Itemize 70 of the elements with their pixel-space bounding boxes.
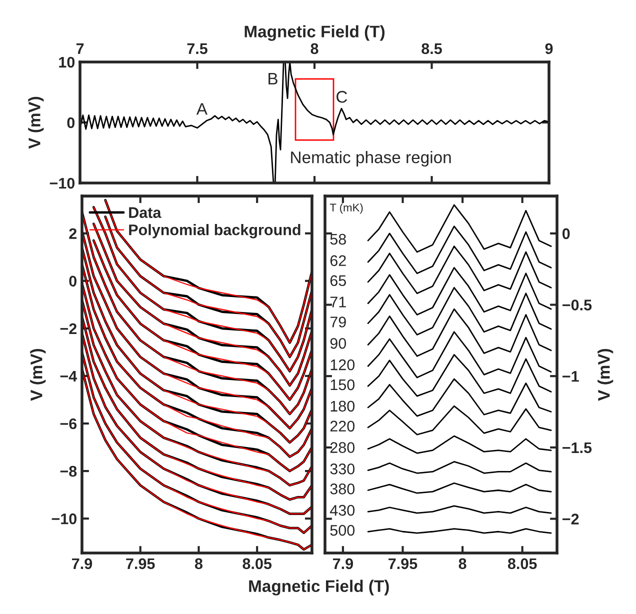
series-label: 380 bbox=[330, 484, 355, 494]
x-tick-label: 8 bbox=[458, 558, 466, 570]
y-tick-label: −2 bbox=[562, 514, 579, 524]
line-series bbox=[367, 331, 552, 378]
series-label: 65 bbox=[330, 275, 346, 286]
y-tick-label: −4 bbox=[60, 370, 78, 382]
x-tick-label: 8.05 bbox=[242, 558, 272, 570]
annotation: A bbox=[196, 103, 208, 115]
line-series bbox=[367, 308, 552, 357]
line-series bbox=[367, 266, 552, 316]
series-label: 79 bbox=[330, 316, 346, 328]
series-label: 62 bbox=[330, 255, 346, 266]
y-axis-title: V (mV) bbox=[30, 348, 46, 401]
series-label: 220 bbox=[330, 420, 355, 432]
line-series bbox=[367, 435, 552, 454]
series-label: 71 bbox=[330, 296, 346, 308]
line-series bbox=[367, 505, 552, 514]
line-series bbox=[367, 204, 552, 253]
x-tick-label: 9 bbox=[545, 43, 553, 54]
annotation: C bbox=[336, 90, 348, 103]
x-tick-label: 8 bbox=[194, 558, 202, 570]
y-tick-label: 10 bbox=[59, 56, 75, 68]
series-label: 500 bbox=[330, 524, 355, 536]
x-tick-label: 7.9 bbox=[332, 558, 353, 570]
legend-label: Polynomial background bbox=[129, 224, 300, 238]
x-axis-title: Magnetic Field (T) bbox=[244, 25, 385, 41]
y-tick-label: −8 bbox=[60, 466, 77, 477]
x-tick-label: 7.95 bbox=[126, 558, 155, 570]
annotation: Nematic phase region bbox=[291, 151, 451, 167]
y-tick-label: 0 bbox=[67, 117, 75, 128]
line-series bbox=[80, 62, 549, 183]
x-tick-label: 8 bbox=[310, 43, 318, 54]
y-tick-label: 2 bbox=[69, 228, 77, 239]
x-tick-label: 7 bbox=[76, 43, 84, 54]
line-series bbox=[367, 246, 552, 294]
line-series bbox=[367, 378, 552, 417]
series-label: 280 bbox=[330, 442, 355, 453]
x-axis-title: Magnetic Field (T) bbox=[249, 580, 389, 596]
series-label: 58 bbox=[330, 234, 346, 245]
line-series bbox=[367, 461, 552, 474]
line-series bbox=[367, 286, 552, 336]
y-tick-label: −1.5 bbox=[562, 442, 592, 454]
x-tick-label: 8.05 bbox=[508, 558, 537, 570]
series-label: 150 bbox=[330, 379, 355, 390]
y-axis-title: V (mV) bbox=[598, 348, 614, 401]
y-tick-label: 0 bbox=[562, 228, 570, 240]
legend-label: Data bbox=[129, 207, 162, 218]
annotation: B bbox=[268, 72, 278, 84]
series-label: 180 bbox=[330, 400, 355, 412]
x-tick-label: 7.9 bbox=[72, 558, 92, 570]
y-axis-title: V (mV) bbox=[28, 96, 44, 149]
y-tick-label: −10 bbox=[50, 178, 75, 189]
series-label: 330 bbox=[330, 464, 355, 474]
line-series bbox=[367, 354, 552, 397]
series-label: 430 bbox=[330, 504, 355, 516]
y-tick-label: −10 bbox=[52, 513, 76, 524]
x-tick-label: 8.5 bbox=[422, 43, 442, 54]
line-series bbox=[367, 405, 552, 436]
x-tick-label: 7.5 bbox=[187, 43, 208, 54]
x-tick-label: 7.95 bbox=[388, 558, 418, 570]
y-tick-label: −1 bbox=[562, 371, 579, 382]
series-label: 120 bbox=[330, 359, 355, 370]
y-tick-label: −6 bbox=[60, 418, 77, 430]
legend-title: T (mK) bbox=[330, 203, 363, 214]
y-tick-label: 0 bbox=[69, 276, 76, 287]
line-series bbox=[367, 226, 552, 274]
y-tick-label: −0.5 bbox=[562, 300, 592, 310]
line-series bbox=[367, 482, 552, 494]
series-label: 90 bbox=[330, 338, 346, 349]
y-tick-label: −2 bbox=[60, 323, 77, 334]
